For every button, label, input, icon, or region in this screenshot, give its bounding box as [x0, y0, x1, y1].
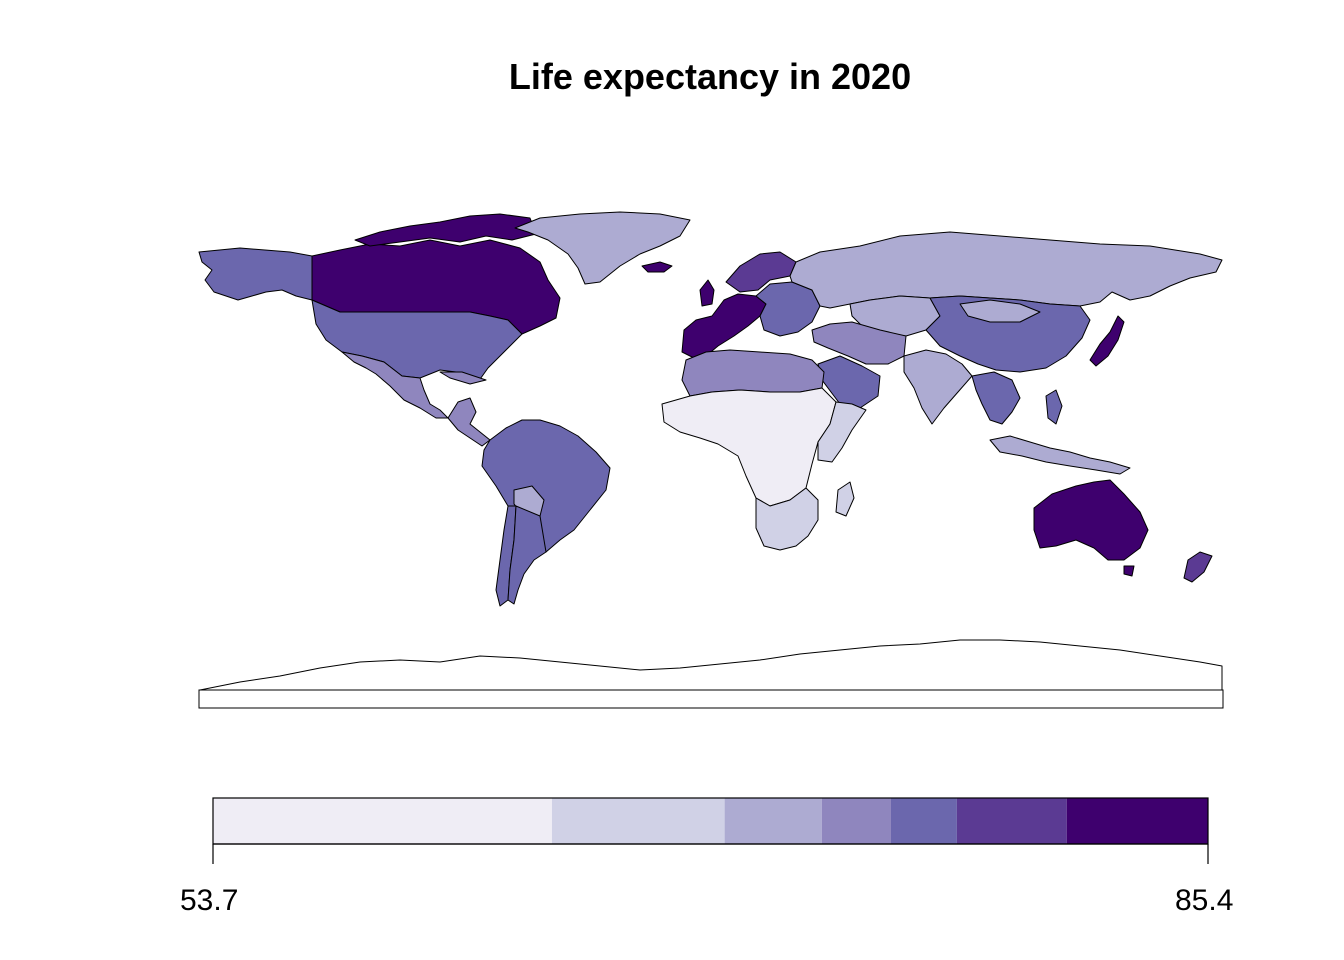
region-japan — [1089, 315, 1125, 367]
region-new-zealand — [1183, 551, 1213, 583]
page-title: Life expectancy in 2020 — [508, 56, 912, 97]
region-madagascar — [835, 481, 855, 517]
legend-segment-1 — [213, 798, 552, 844]
legend-min-label: 53.7 — [180, 884, 239, 917]
region-uk — [699, 279, 715, 307]
region-north-africa — [681, 349, 825, 397]
legend-segment-4 — [821, 798, 891, 844]
region-southern-africa — [755, 487, 819, 551]
legend-segment-2 — [551, 798, 725, 844]
region-iceland — [641, 261, 673, 273]
region-arabia — [817, 355, 881, 413]
region-mongolia — [959, 299, 1041, 323]
map-frame — [198, 689, 1224, 709]
legend-segment-3 — [724, 798, 822, 844]
region-east-africa — [817, 401, 867, 463]
region-indonesia — [989, 435, 1131, 475]
region-central-america — [447, 397, 491, 447]
legend-segment-7 — [1066, 798, 1208, 844]
legend-segment-5 — [890, 798, 957, 844]
region-eastern-europe — [755, 281, 821, 337]
legend-max-label: 85.4 — [1175, 884, 1234, 917]
region-greenland — [514, 211, 691, 285]
region-australia — [1033, 479, 1149, 561]
region-sub-saharan-africa — [661, 387, 837, 507]
region-cuba — [439, 371, 487, 385]
region-canada-islands — [354, 213, 537, 247]
region-india — [903, 349, 973, 425]
region-russia — [789, 231, 1223, 309]
legend-color-bar — [213, 798, 1208, 844]
region-alaska — [198, 247, 313, 301]
region-south-america — [481, 419, 611, 553]
region-western-europe — [681, 293, 767, 359]
legend-segment-6 — [956, 798, 1067, 844]
region-southeast-asia — [971, 371, 1021, 425]
region-middle-east — [811, 321, 907, 365]
region-argentina — [507, 505, 547, 605]
region-tasmania — [1123, 565, 1135, 577]
region-antarctica — [199, 639, 1223, 691]
region-philippines — [1045, 389, 1063, 425]
